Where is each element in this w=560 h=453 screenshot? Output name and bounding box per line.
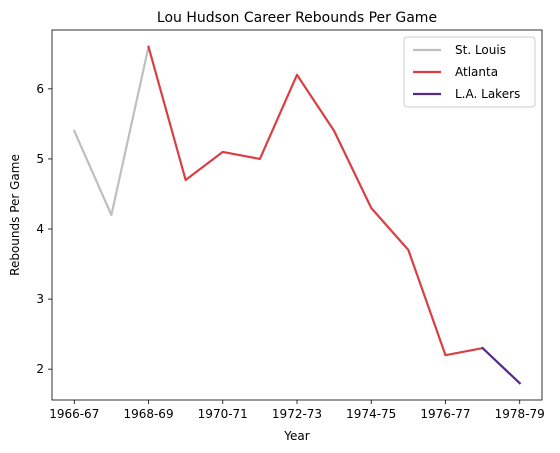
x-tick-label: 1968-69 bbox=[123, 407, 173, 421]
x-tick-label: 1978-79 bbox=[495, 407, 545, 421]
x-tick-label: 1970-71 bbox=[198, 407, 248, 421]
series-line-0 bbox=[74, 47, 148, 215]
y-tick-label: 2 bbox=[36, 362, 44, 376]
x-axis-ticks: 1966-67 1968-69 1970-71 1972-73 1974-75 1976-… bbox=[49, 400, 545, 421]
x-tick-label: 1974-75 bbox=[346, 407, 396, 421]
x-tick-label: 1966-67 bbox=[49, 407, 99, 421]
x-axis-label: Year bbox=[283, 429, 309, 443]
y-tick-label: 6 bbox=[36, 82, 44, 96]
legend: St. Louis Atlanta L.A. Lakers bbox=[404, 37, 535, 107]
x-tick-label: 1972-73 bbox=[272, 407, 322, 421]
y-tick-label: 3 bbox=[36, 292, 44, 306]
chart-title: Lou Hudson Career Rebounds Per Game bbox=[157, 10, 437, 26]
y-tick-label: 4 bbox=[36, 222, 44, 236]
y-axis-ticks: 2 3 4 5 6 bbox=[36, 82, 52, 376]
legend-label-2: L.A. Lakers bbox=[455, 87, 520, 101]
y-tick-label: 5 bbox=[36, 152, 44, 166]
legend-label-1: Atlanta bbox=[455, 65, 498, 79]
x-tick-label: 1976-77 bbox=[420, 407, 470, 421]
legend-label-0: St. Louis bbox=[455, 43, 506, 57]
y-axis-label: Rebounds Per Game bbox=[8, 154, 22, 276]
series-line-2 bbox=[483, 348, 520, 383]
